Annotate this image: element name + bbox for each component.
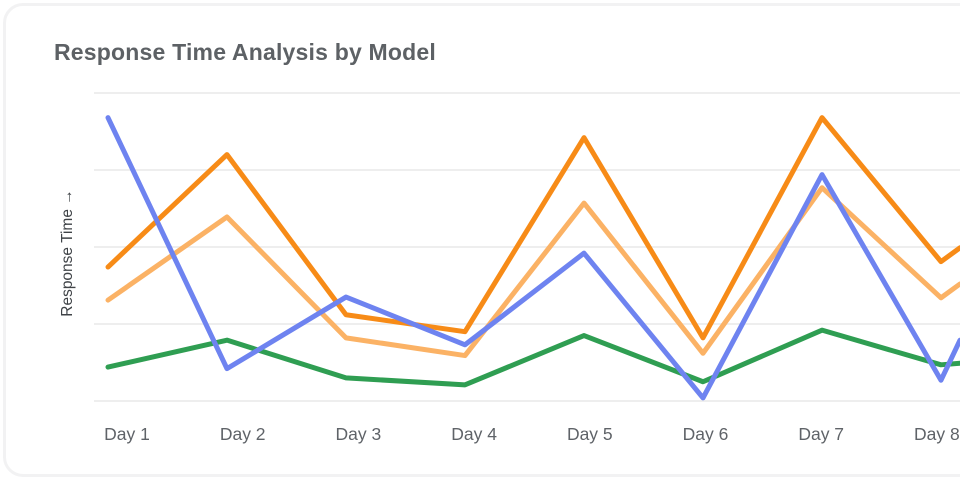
x-tick-label: Day 8 [914, 424, 960, 444]
line-series-blue [105, 115, 960, 401]
x-tick-label: Day 7 [798, 424, 845, 444]
x-tick-label: Day 2 [219, 424, 266, 444]
x-tick-label: Day 1 [104, 424, 150, 444]
x-tick-label: Day 5 [566, 424, 613, 444]
x-tick-label: Day 4 [451, 424, 497, 444]
chart-card: Response Time Analysis by Model Response… [3, 3, 960, 477]
line-series-orange [105, 115, 960, 341]
x-tick-label: Day 3 [335, 424, 382, 444]
line-series-light-orange [105, 185, 960, 359]
chart-title: Response Time Analysis by Model [54, 39, 436, 65]
line-series-green [105, 327, 960, 388]
x-tick-label: Day 6 [682, 424, 729, 444]
